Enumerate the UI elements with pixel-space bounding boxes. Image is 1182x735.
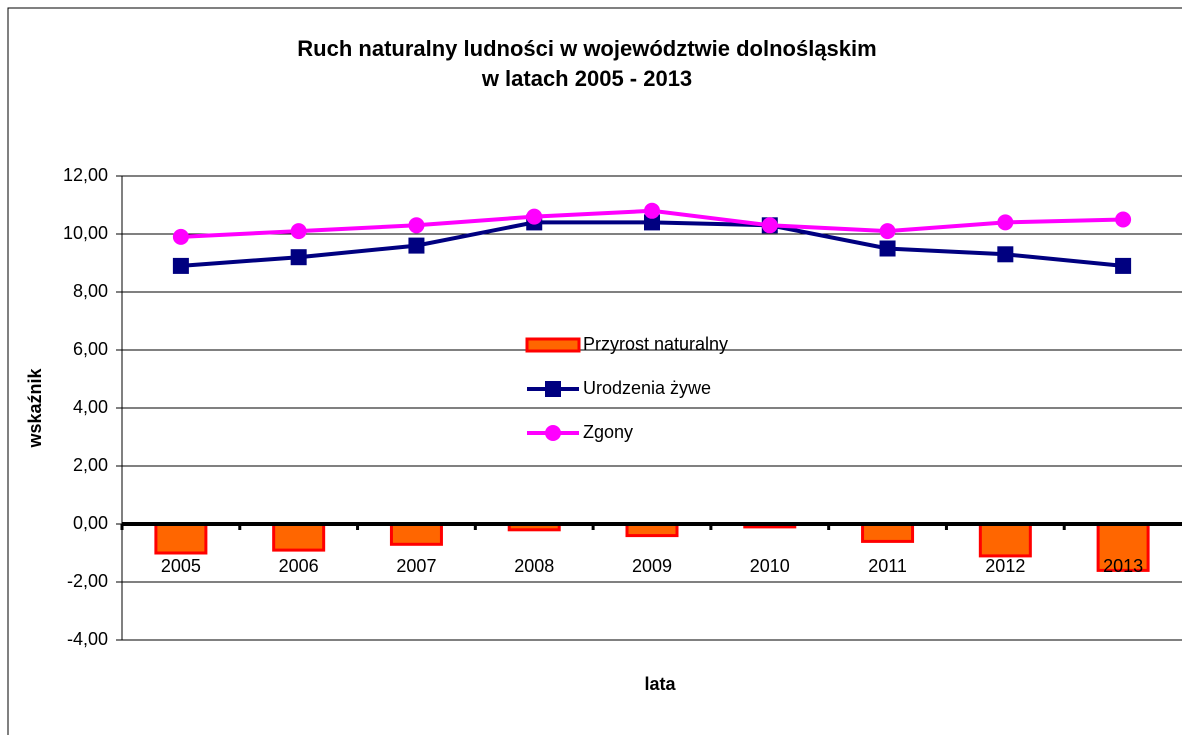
x-tick-label: 2011 xyxy=(868,556,907,576)
y-tick-label: 4,00 xyxy=(73,397,108,417)
chart-subtitle: w latach 2005 - 2013 xyxy=(481,66,692,91)
marker xyxy=(644,214,660,231)
bar xyxy=(389,522,443,546)
y-tick-label: 6,00 xyxy=(73,339,108,359)
x-axis-label: lata xyxy=(644,674,676,694)
y-tick-label: -2,00 xyxy=(67,571,108,591)
marker xyxy=(761,217,778,234)
marker xyxy=(408,237,425,254)
x-tick-label: 2007 xyxy=(396,556,436,576)
marker xyxy=(1115,257,1132,274)
bar xyxy=(978,522,1032,558)
marker xyxy=(290,223,307,240)
bar xyxy=(272,522,326,552)
bar xyxy=(1096,522,1150,572)
marker xyxy=(1115,211,1132,228)
bar xyxy=(861,522,915,543)
marker xyxy=(879,223,896,240)
legend-label: Przyrost naturalny xyxy=(583,334,728,354)
x-tick-label: 2009 xyxy=(632,556,672,576)
y-tick-label: 12,00 xyxy=(63,165,108,185)
y-tick-label: 8,00 xyxy=(73,281,108,301)
marker xyxy=(172,228,189,245)
x-tick-label: 2006 xyxy=(279,556,319,576)
marker xyxy=(997,214,1014,231)
y-tick-label: -4,00 xyxy=(67,629,108,649)
legend-label: Zgony xyxy=(583,422,633,442)
x-tick-label: 2010 xyxy=(750,556,790,576)
chart-title: Ruch naturalny ludności w województwie d… xyxy=(297,36,876,61)
legend-marker xyxy=(545,381,561,397)
legend-swatch xyxy=(525,337,581,353)
x-tick-label: 2012 xyxy=(985,556,1025,576)
chart-frame xyxy=(7,7,1182,735)
y-tick-label: 0,00 xyxy=(73,513,108,533)
x-tick-label: 2013 xyxy=(1103,556,1143,576)
x-tick-label: 2005 xyxy=(161,556,201,576)
bar xyxy=(154,522,208,555)
marker xyxy=(997,246,1014,263)
marker xyxy=(172,257,189,274)
marker xyxy=(408,217,425,234)
x-tick-label: 2008 xyxy=(514,556,554,576)
marker xyxy=(290,249,307,266)
legend-marker xyxy=(545,425,561,441)
marker xyxy=(526,208,543,225)
legend-label: Urodzenia żywe xyxy=(583,378,711,398)
marker xyxy=(879,240,896,257)
marker xyxy=(644,202,660,219)
y-tick-label: 10,00 xyxy=(63,223,108,243)
y-axis-label: wskaźnik xyxy=(25,367,45,448)
y-tick-label: 2,00 xyxy=(73,455,108,475)
